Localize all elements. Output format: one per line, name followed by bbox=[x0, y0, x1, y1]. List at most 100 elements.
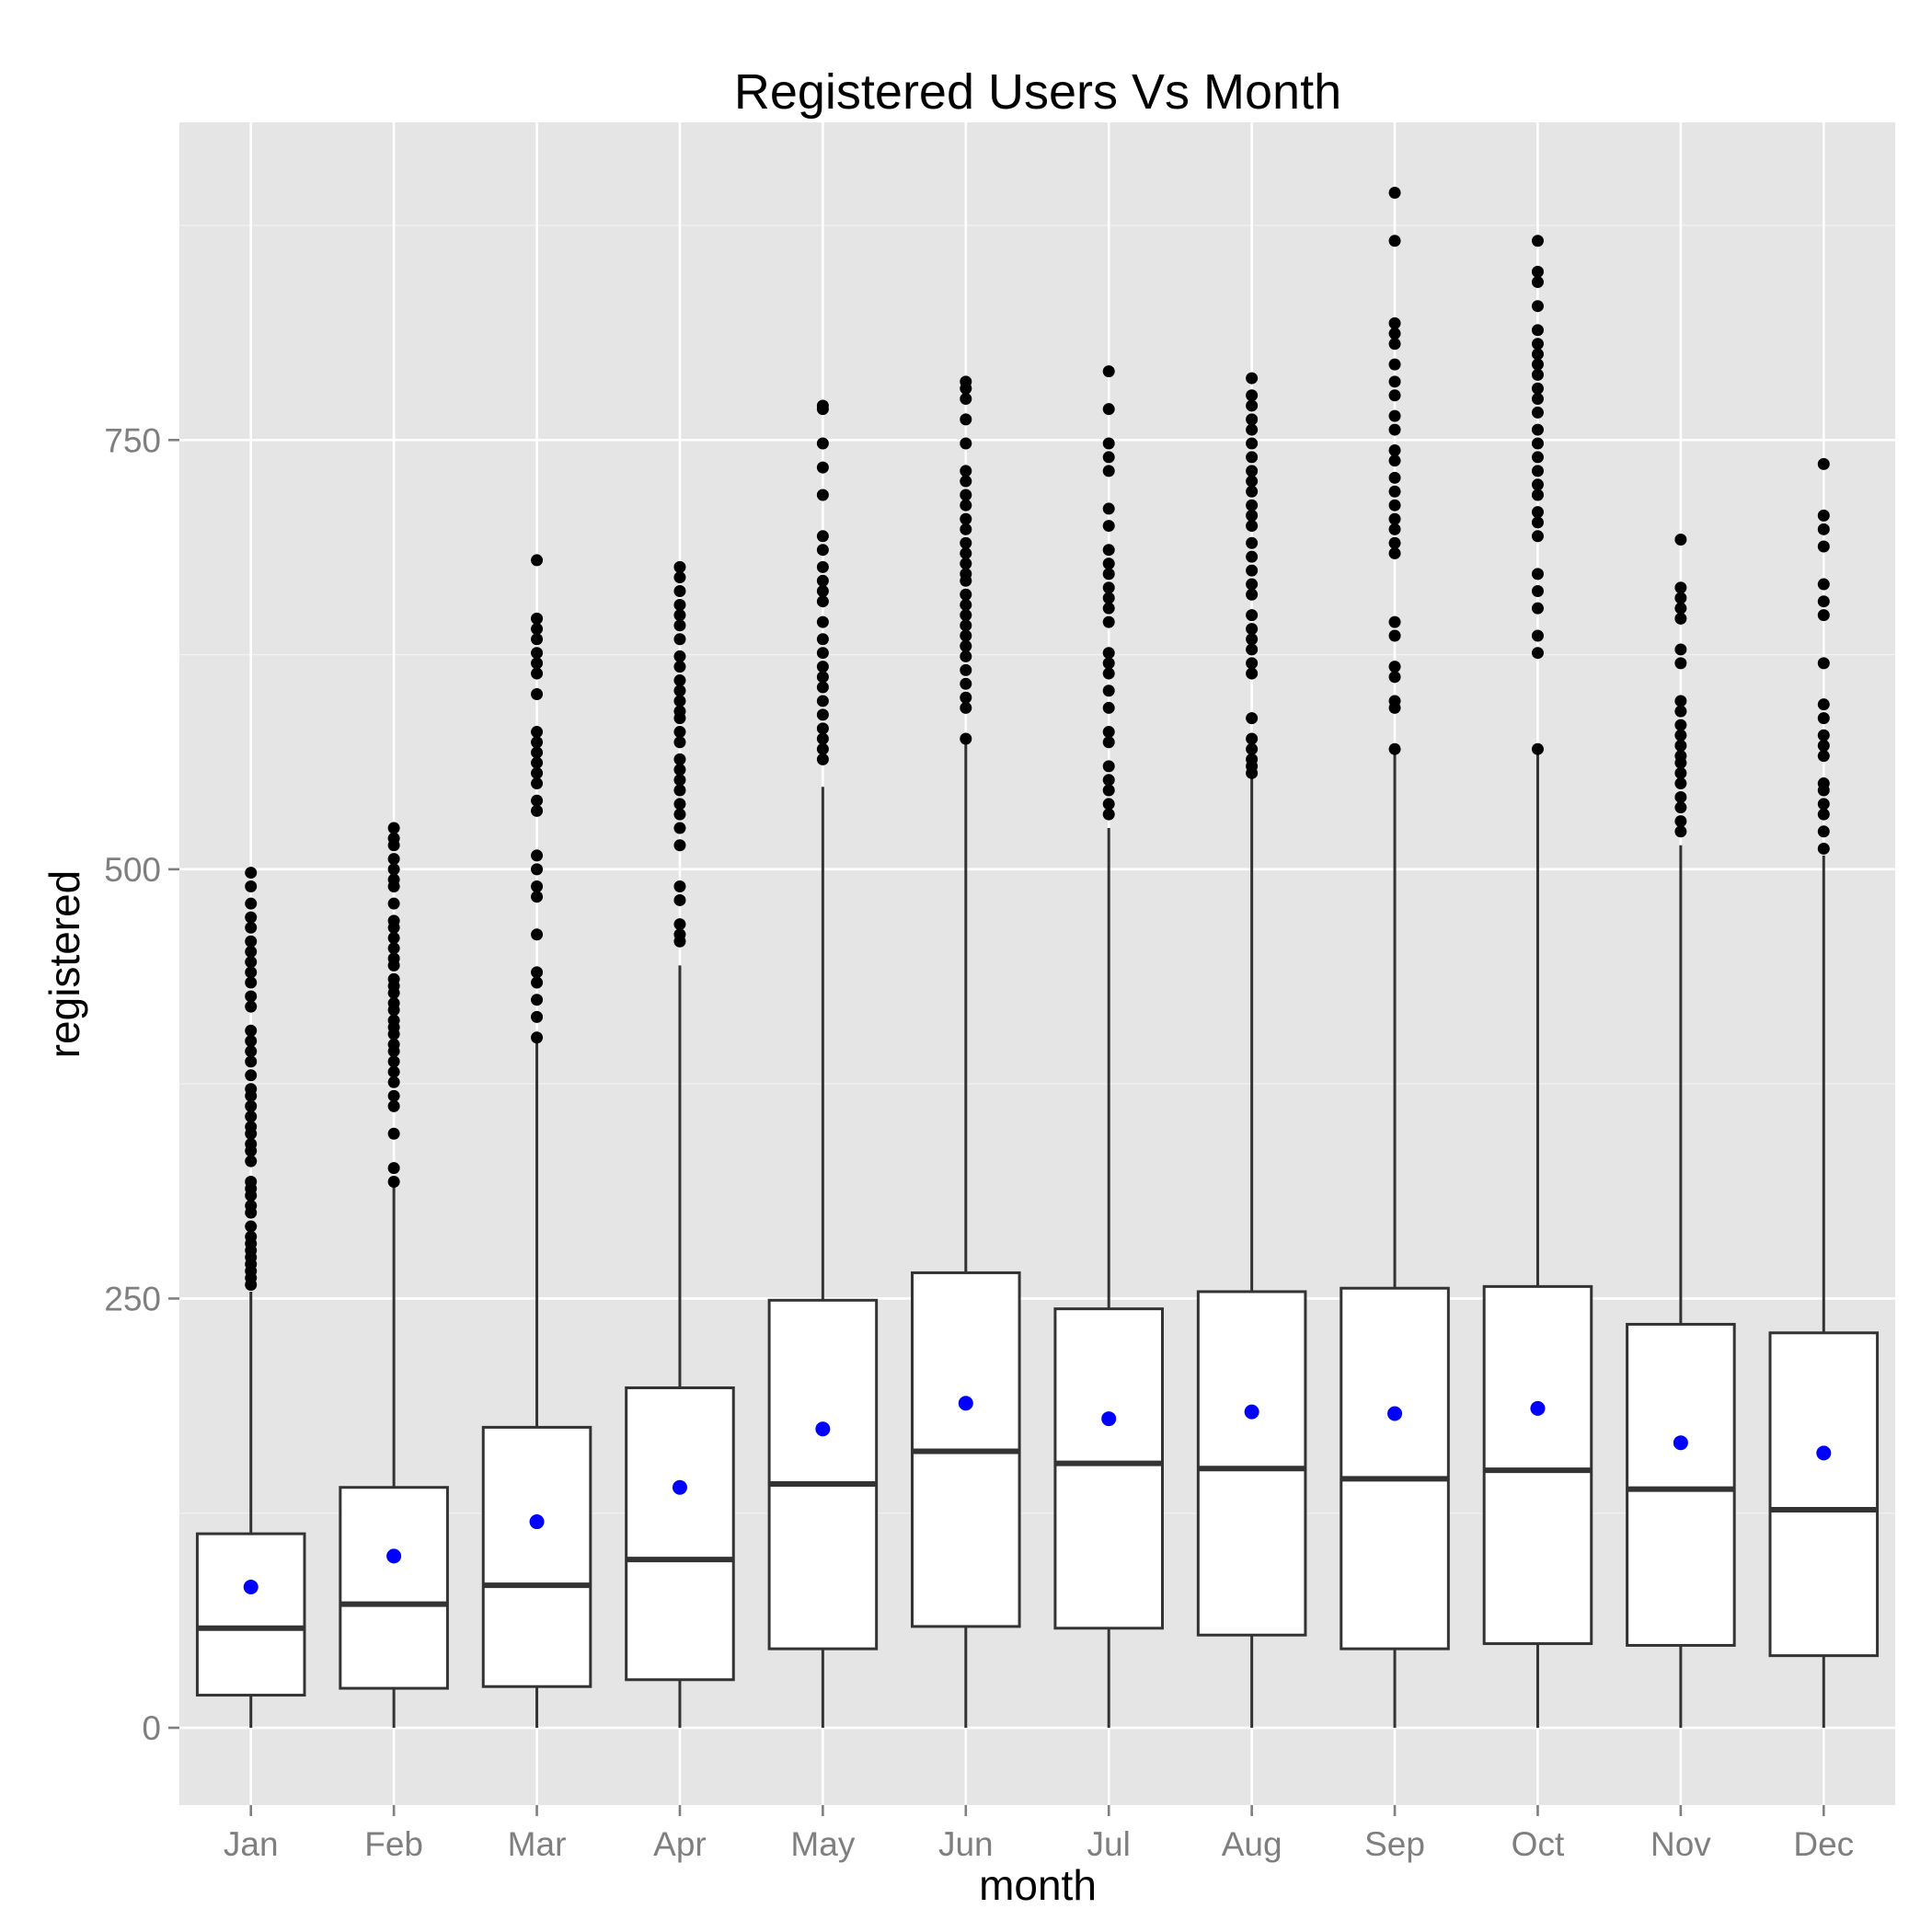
outlier-point bbox=[531, 554, 544, 567]
outlier-point bbox=[1246, 742, 1259, 755]
outlier-point bbox=[387, 853, 400, 866]
outlier-point bbox=[816, 560, 829, 573]
outlier-point bbox=[960, 701, 972, 714]
outlier-point bbox=[673, 839, 686, 852]
outlier-point bbox=[1817, 457, 1830, 470]
outlier-point bbox=[1817, 609, 1830, 622]
outlier-point bbox=[1246, 732, 1259, 745]
outlier-point bbox=[387, 1055, 400, 1068]
outlier-point bbox=[960, 499, 972, 512]
x-tick-label: Dec bbox=[1793, 1825, 1854, 1863]
outlier-point bbox=[1102, 784, 1115, 797]
outlier-point bbox=[960, 558, 972, 570]
outlier-point bbox=[1531, 368, 1544, 381]
outlier-point bbox=[673, 633, 686, 646]
outlier-point bbox=[1531, 478, 1544, 491]
outlier-point bbox=[673, 893, 686, 906]
outlier-point bbox=[960, 609, 972, 622]
outlier-point bbox=[531, 647, 544, 660]
x-axis-title: month bbox=[979, 1861, 1097, 1909]
outlier-point bbox=[1388, 375, 1401, 388]
mean-point bbox=[529, 1514, 545, 1530]
outlier-point bbox=[1102, 365, 1115, 378]
mean-point bbox=[958, 1396, 973, 1411]
outlier-point bbox=[1674, 581, 1687, 594]
outlier-point bbox=[1388, 695, 1401, 707]
x-tick-label: Jul bbox=[1087, 1825, 1131, 1863]
outlier-point bbox=[1817, 750, 1830, 763]
outlier-point bbox=[387, 932, 400, 945]
iqr-box bbox=[1053, 1307, 1164, 1630]
iqr-box bbox=[1626, 1322, 1736, 1647]
outlier-point bbox=[673, 753, 686, 765]
outlier-point bbox=[1388, 629, 1401, 642]
outlier-point bbox=[673, 784, 686, 797]
iqr-box bbox=[1196, 1290, 1307, 1637]
outlier-point bbox=[1531, 451, 1544, 464]
outlier-point bbox=[673, 928, 686, 941]
outlier-point bbox=[531, 667, 544, 680]
outlier-point bbox=[1246, 564, 1259, 577]
outlier-point bbox=[387, 1089, 400, 1102]
outlier-point bbox=[1102, 437, 1115, 450]
outlier-point bbox=[1246, 399, 1259, 412]
outlier-point bbox=[1246, 712, 1259, 725]
box-nov bbox=[1626, 534, 1736, 1729]
outlier-point bbox=[1246, 451, 1259, 464]
outlier-point bbox=[1102, 568, 1115, 581]
outlier-point bbox=[816, 647, 829, 660]
outlier-point bbox=[531, 657, 544, 670]
outlier-point bbox=[960, 639, 972, 652]
outlier-point bbox=[1246, 657, 1259, 670]
outlier-point bbox=[387, 996, 400, 1009]
outlier-point bbox=[531, 756, 544, 769]
outlier-point bbox=[531, 794, 544, 807]
outlier-point bbox=[1817, 739, 1830, 752]
outlier-point bbox=[1674, 657, 1687, 670]
iqr-box bbox=[195, 1532, 306, 1697]
outlier-point bbox=[1246, 588, 1259, 601]
outlier-point bbox=[387, 897, 400, 910]
outlier-point bbox=[816, 461, 829, 474]
outlier-point bbox=[1531, 516, 1544, 529]
outlier-point bbox=[1531, 506, 1544, 519]
axes-layer: 0 250 500 750 Jan Feb Mar Apr May Jun Jul Aug Sep Oct… bbox=[104, 421, 1854, 1863]
outlier-point bbox=[245, 1034, 258, 1047]
outlier-point bbox=[673, 571, 686, 584]
outlier-point bbox=[1388, 615, 1401, 628]
outlier-point bbox=[1817, 698, 1830, 711]
outlier-point bbox=[531, 612, 544, 625]
outlier-point bbox=[1388, 671, 1401, 684]
outlier-point bbox=[1246, 499, 1259, 512]
x-tick-label: Sep bbox=[1364, 1825, 1425, 1863]
outlier-point bbox=[673, 661, 686, 673]
outlier-point bbox=[1102, 808, 1115, 821]
outlier-point bbox=[1388, 187, 1401, 200]
outlier-point bbox=[531, 687, 544, 700]
outlier-point bbox=[1388, 358, 1401, 371]
outlier-point bbox=[1817, 729, 1830, 742]
outlier-point bbox=[1531, 437, 1544, 450]
outlier-point bbox=[387, 1065, 400, 1078]
box-dec bbox=[1768, 457, 1880, 1729]
outlier-point bbox=[960, 512, 972, 525]
outlier-point bbox=[816, 681, 829, 694]
x-tick-label: Nov bbox=[1650, 1825, 1711, 1863]
box-may bbox=[767, 399, 879, 1729]
outlier-point bbox=[960, 663, 972, 676]
outlier-point bbox=[245, 1069, 258, 1082]
outlier-point bbox=[960, 392, 972, 405]
outlier-point bbox=[387, 952, 400, 965]
chart-title: Registered Users Vs Month bbox=[734, 64, 1341, 120]
outlier-point bbox=[245, 1110, 258, 1123]
outlier-point bbox=[816, 585, 829, 598]
mean-point bbox=[1101, 1411, 1117, 1427]
outlier-point bbox=[245, 966, 258, 979]
outlier-point bbox=[387, 822, 400, 834]
outlier-point bbox=[245, 1176, 258, 1189]
outlier-point bbox=[531, 976, 544, 989]
outlier-point bbox=[673, 560, 686, 573]
outlier-point bbox=[1531, 265, 1544, 278]
outlier-point bbox=[1531, 338, 1544, 351]
